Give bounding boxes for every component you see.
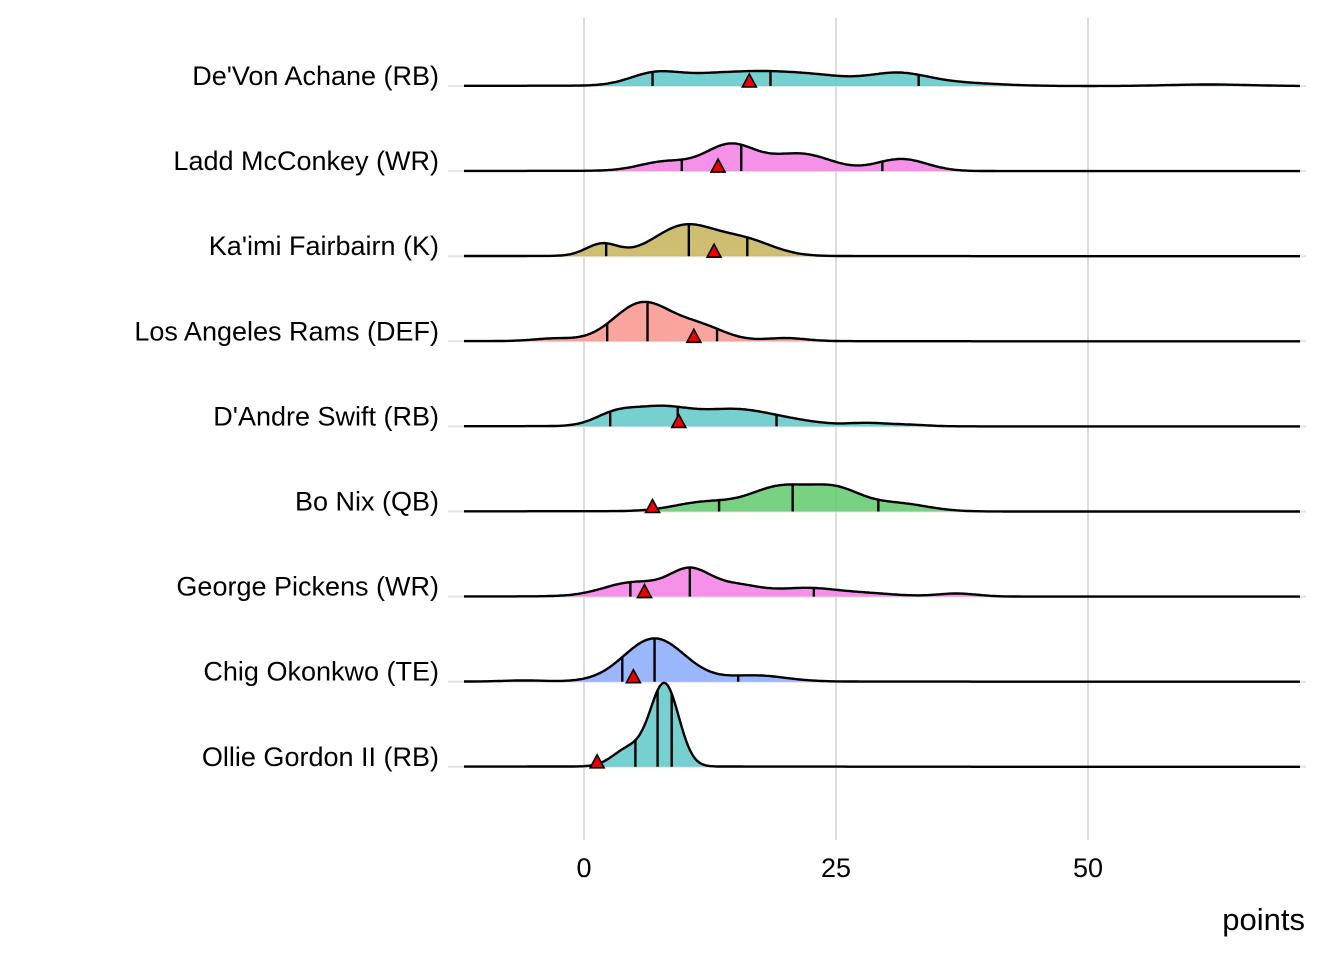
ridge <box>464 681 1300 769</box>
y-label: George Pickens (WR) <box>176 572 439 602</box>
y-label: Los Angeles Rams (DEF) <box>134 316 439 346</box>
density-line <box>464 637 1300 683</box>
marker-triangle <box>685 327 703 344</box>
ridge <box>464 404 1300 429</box>
y-label: Bo Nix (QB) <box>295 487 439 517</box>
y-label: Ka'imi Fairbairn (K) <box>209 231 439 261</box>
x-tick-label: 50 <box>1073 853 1103 883</box>
ridge <box>464 223 1300 258</box>
marker-triangle <box>709 157 727 173</box>
ridge-fill <box>588 682 708 767</box>
marker-triangle <box>705 242 723 258</box>
y-label: Ollie Gordon II (RB) <box>202 742 439 772</box>
ridge-fill <box>558 567 990 597</box>
y-axis-labels: De'Von Achane (RB) Ladd McConkey (WR) Ka'i… <box>134 61 439 772</box>
density-line <box>464 142 1300 173</box>
grid-lines <box>448 18 1306 840</box>
ridge-fill <box>504 638 818 682</box>
x-axis-ticks: 0 25 50 <box>576 853 1103 883</box>
marker-triangle <box>740 72 758 88</box>
ridge <box>464 637 1300 684</box>
y-label: Chig Okonkwo (TE) <box>203 657 439 687</box>
ridge-fill <box>606 143 960 172</box>
density-line <box>464 404 1300 428</box>
x-tick-label: 0 <box>576 853 591 883</box>
y-label: D'Andre Swift (RB) <box>213 401 439 431</box>
y-label: De'Von Achane (RB) <box>192 61 439 91</box>
density-line <box>464 223 1300 258</box>
density-line <box>464 566 1300 598</box>
ridge-fill <box>592 71 1254 86</box>
ridge <box>464 69 1300 88</box>
ridge <box>464 566 1300 599</box>
y-label: Ladd McConkey (WR) <box>173 146 439 176</box>
marker-triangle <box>625 668 642 684</box>
density-line <box>464 483 1300 513</box>
ridges <box>464 69 1300 769</box>
ridge-fill <box>634 484 962 512</box>
ridge <box>464 142 1300 173</box>
density-line <box>464 681 1300 768</box>
ridge-fill <box>520 301 820 342</box>
density-line <box>464 300 1300 343</box>
ridge <box>464 300 1300 344</box>
marker-triangle <box>670 412 688 429</box>
ridge <box>464 483 1300 514</box>
x-tick-label: 25 <box>821 853 851 883</box>
marker-triangle <box>636 582 653 599</box>
x-axis-title: points <box>1222 902 1305 937</box>
marker-triangle <box>588 753 606 769</box>
density-line <box>464 69 1300 88</box>
ridge-fill <box>564 405 930 427</box>
marker-triangle <box>644 497 661 514</box>
